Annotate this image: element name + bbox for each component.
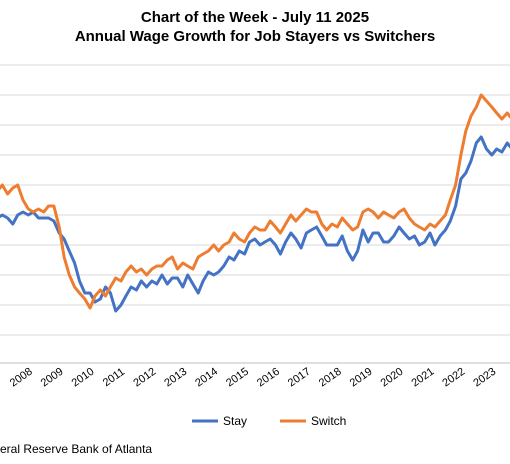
x-tick-label: 2023 [471, 366, 498, 390]
source-note: eral Reserve Bank of Atlanta [0, 442, 153, 456]
x-tick-label: 2011 [101, 366, 127, 389]
x-tick-label: 2008 [8, 366, 35, 390]
x-tick-label: 2010 [70, 366, 97, 390]
x-tick-labels: 2008 2009 2010 2011 2012 2013 2014 2015 2016 2017… [8, 366, 498, 390]
legend-label-switch: Switch [311, 414, 346, 428]
x-tick-label: 2015 [224, 366, 251, 390]
x-tick-label: 2012 [131, 366, 158, 390]
x-tick-label: 2022 [440, 366, 467, 390]
series-line-stay [0, 135, 510, 313]
chart-subtitle: Annual Wage Growth for Job Stayers vs Sw… [74, 28, 436, 45]
x-tick-label: 2017 [286, 366, 313, 390]
legend-label-stay: Stay [223, 414, 247, 428]
x-tick-label: 2021 [410, 366, 437, 390]
x-tick-label: 2016 [255, 366, 282, 390]
x-tick-label: 2013 [162, 366, 189, 390]
x-tick-label: 2014 [193, 366, 220, 390]
series-lines [0, 93, 510, 313]
chart-title: Chart of the Week - July 11 2025 [140, 9, 370, 26]
chart-title-block: Chart of the Week - July 11 2025 Annual … [0, 8, 510, 46]
legend: Stay Switch [192, 414, 346, 428]
gridlines [0, 64, 510, 336]
x-tick-label: 2020 [379, 366, 406, 390]
x-tick-label: 2009 [39, 366, 66, 390]
series-line-switch [0, 93, 510, 310]
x-tick-label: 2018 [317, 366, 344, 390]
x-tick-label: 2019 [348, 366, 375, 390]
